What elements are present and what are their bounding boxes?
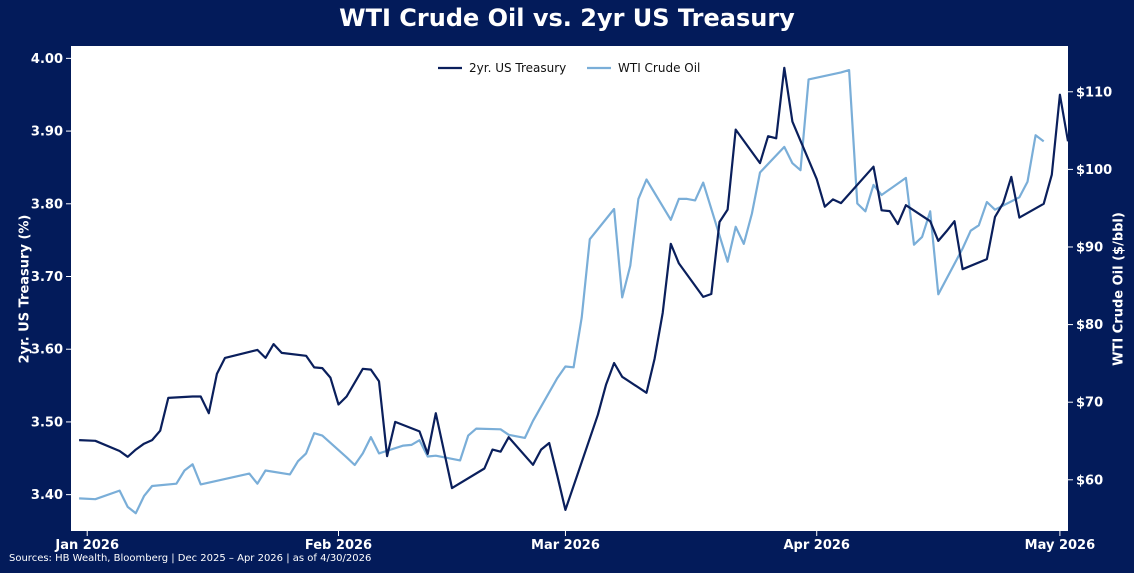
x-tick-label-2: Mar 2026 — [531, 538, 600, 553]
series-line-wti-crude-oil — [79, 68, 1045, 515]
legend-label-oil: WTI Crude Oil — [618, 61, 700, 75]
right-tick-label-0: $60 — [1076, 473, 1103, 488]
left-tick-label-5: 3.90 — [31, 125, 63, 140]
left-axis-label: 2yr. US Treasury (%) — [18, 215, 33, 364]
right-tick-label-4: $100 — [1076, 163, 1112, 178]
left-tick-label-2: 3.60 — [31, 343, 63, 358]
legend: 2yr. US Treasury WTI Crude Oil — [438, 61, 700, 75]
series-layer — [79, 66, 1070, 515]
right-tick-label-3: $90 — [1076, 240, 1103, 255]
right-tick-label-5: $110 — [1076, 85, 1112, 100]
x-axis: Jan 2026 Feb 2026 Mar 2026 Apr 2026 May 2026 — [54, 531, 1095, 553]
sources-note: Sources: HB Wealth, Bloomberg | Dec 2025… — [9, 553, 372, 564]
right-axis-label: WTI Crude Oil ($/bbl) — [1112, 212, 1127, 366]
left-tick-label-1: 3.50 — [31, 415, 63, 430]
right-tick-label-2: $80 — [1076, 318, 1103, 333]
left-tick-label-4: 3.80 — [31, 197, 63, 212]
x-tick-label-1: Feb 2026 — [305, 538, 372, 553]
legend-label-treasury: 2yr. US Treasury — [469, 61, 566, 75]
right-axis: $60 $70 $80 $90 $100 $110 — [1068, 85, 1112, 488]
plot-area — [71, 46, 1068, 531]
x-tick-label-0: Jan 2026 — [54, 538, 119, 553]
left-tick-label-3: 3.70 — [31, 270, 63, 285]
left-tick-label-6: 4.00 — [31, 52, 63, 67]
left-axis: 3.40 3.50 3.60 3.70 3.80 3.90 4.00 — [31, 52, 71, 503]
x-tick-label-3: Apr 2026 — [783, 538, 850, 553]
left-tick-label-0: 3.40 — [31, 488, 63, 503]
chart-title: WTI Crude Oil vs. 2yr US Treasury — [339, 4, 795, 32]
series-line-2yr-us-treasury — [79, 66, 1070, 511]
right-tick-label-1: $70 — [1076, 396, 1103, 411]
x-tick-label-4: May 2026 — [1025, 538, 1096, 553]
